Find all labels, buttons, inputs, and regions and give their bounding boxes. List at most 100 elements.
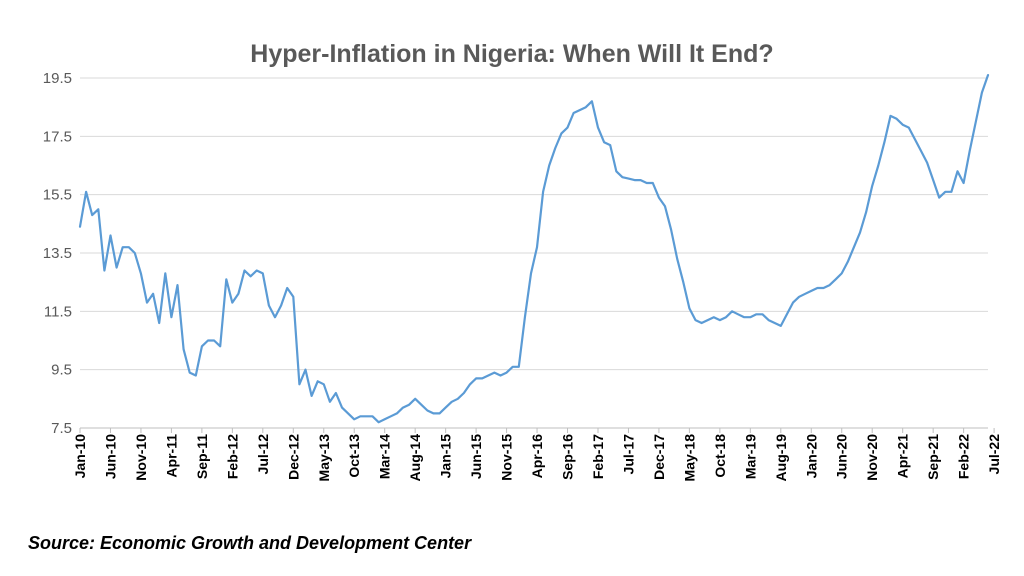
data-point (932, 179, 934, 181)
y-tick-label: 9.5 (51, 362, 72, 379)
data-point (750, 316, 752, 318)
data-point (859, 232, 861, 234)
data-point (762, 314, 764, 316)
data-point (884, 141, 886, 143)
data-point (707, 319, 709, 321)
data-point (317, 381, 319, 383)
y-tick-label: 17.5 (43, 128, 72, 145)
y-tick-label: 11.5 (44, 303, 72, 320)
data-point (756, 314, 758, 316)
data-point (890, 115, 892, 117)
data-point (804, 293, 806, 295)
data-point (664, 206, 666, 208)
data-point (402, 407, 404, 409)
data-point (853, 246, 855, 248)
y-axis-ticks: 7.5 9.5 11.5 13.5 15.5 17.5 19.5 (43, 70, 72, 437)
data-point (835, 279, 837, 281)
data-point (152, 293, 154, 295)
x-tick-label: Sep-21 (925, 434, 941, 480)
data-point (104, 270, 106, 272)
data-point (841, 273, 843, 275)
data-point (213, 340, 215, 342)
data-point (256, 270, 258, 272)
data-point (548, 165, 550, 167)
x-tick-label: May-13 (316, 434, 332, 482)
data-point (469, 384, 471, 386)
data-point (786, 314, 788, 316)
data-point (634, 179, 636, 181)
data-point (366, 416, 368, 418)
x-tick-label: Jun-20 (834, 434, 850, 479)
data-point (481, 378, 483, 380)
data-point (494, 372, 496, 374)
data-point (439, 413, 441, 415)
data-point (524, 316, 526, 318)
x-tick-label: Aug-19 (773, 434, 789, 482)
data-point (817, 287, 819, 289)
data-point (957, 171, 959, 173)
x-tick-label: Feb-12 (224, 434, 240, 479)
y-tick-label: 15.5 (43, 187, 72, 204)
x-tick-label: Dec-12 (285, 434, 301, 480)
x-tick-label: Nov-10 (133, 434, 149, 481)
data-point (238, 293, 240, 295)
x-tick-label: Sep-11 (194, 434, 210, 479)
data-point (311, 395, 313, 397)
data-point (768, 319, 770, 321)
data-point (329, 401, 331, 403)
data-point (488, 375, 490, 377)
data-point (347, 413, 349, 415)
x-tick-label: Nov-20 (864, 434, 880, 481)
data-point (226, 279, 228, 281)
data-point (878, 165, 880, 167)
x-tick-label: Jan-20 (803, 434, 819, 479)
x-tick-label: Apr-16 (529, 434, 545, 479)
data-point (293, 296, 295, 298)
data-point (165, 273, 167, 275)
data-point (847, 261, 849, 263)
data-point (250, 276, 252, 278)
x-tick-label: Jul-22 (986, 434, 1002, 475)
data-point (286, 287, 288, 289)
data-point (689, 308, 691, 310)
source-note: Source: Economic Growth and Development … (28, 533, 472, 553)
data-point (871, 185, 873, 187)
x-tick-label: Oct-18 (712, 434, 728, 478)
data-point (579, 109, 581, 111)
data-point (683, 281, 685, 283)
data-point (951, 191, 953, 193)
data-point (323, 384, 325, 386)
data-point (274, 316, 276, 318)
x-tick-label: Apr-11 (163, 434, 179, 478)
x-tick-label: May-18 (681, 434, 697, 482)
data-point (628, 178, 630, 180)
x-tick-label: Oct-13 (346, 434, 362, 478)
data-point (299, 384, 301, 386)
data-point (421, 404, 423, 406)
data-point (189, 372, 191, 374)
data-point (811, 290, 813, 292)
gridlines (80, 77, 988, 371)
y-tick-label: 13.5 (43, 245, 72, 262)
data-point (573, 112, 575, 114)
data-point (433, 413, 435, 415)
data-point (658, 197, 660, 199)
data-point (506, 372, 508, 374)
data-point (603, 141, 605, 143)
data-point (268, 305, 270, 307)
data-point (396, 413, 398, 415)
data-point (79, 226, 81, 228)
data-point (98, 209, 100, 211)
data-point (518, 366, 520, 368)
data-point (280, 305, 282, 307)
data-point (360, 416, 362, 418)
data-point (414, 398, 416, 400)
data-point (920, 150, 922, 152)
data-point (177, 284, 179, 286)
x-tick-label: Nov-15 (499, 434, 515, 481)
data-point (542, 191, 544, 193)
data-point (475, 378, 477, 380)
data-point (110, 235, 112, 237)
data-point (591, 101, 593, 103)
